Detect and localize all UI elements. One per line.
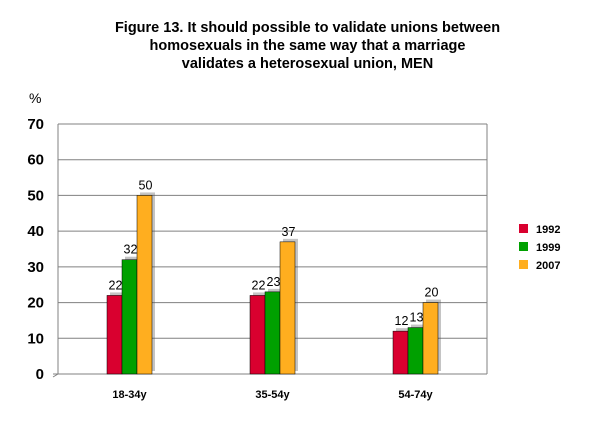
chart-title-line-1: Figure 13. It should possible to validat… bbox=[114, 20, 501, 36]
bar-2007-35-54y bbox=[279, 241, 296, 375]
data-label-1999-18-34y: 32 bbox=[124, 243, 138, 257]
y-tick-label-4: 40 bbox=[27, 223, 44, 240]
x-category-label-0: 18-34y bbox=[112, 389, 147, 401]
legend-swatch-1992 bbox=[519, 224, 528, 233]
legend-swatch-2007 bbox=[519, 260, 528, 269]
data-label-2007-35-54y: 37 bbox=[282, 225, 296, 239]
bar-1992-35-54y bbox=[249, 295, 266, 375]
bar-2007-18-34y bbox=[136, 195, 153, 375]
y-unit-label: % bbox=[29, 90, 41, 106]
legend-swatch-1999 bbox=[519, 242, 528, 251]
bar-2007-54-74y bbox=[422, 302, 439, 375]
y-tick-label-1: 10 bbox=[27, 330, 44, 347]
y-tick-label-7: 70 bbox=[27, 116, 44, 133]
bar-1999-35-54y bbox=[264, 291, 281, 375]
bar-1992-54-74y bbox=[392, 330, 409, 375]
data-label-2007-54-74y: 20 bbox=[425, 286, 439, 300]
y-tick-label-5: 50 bbox=[27, 187, 44, 204]
data-label-1992-18-34y: 22 bbox=[109, 278, 123, 292]
y-tick-label-0: 0 bbox=[36, 366, 44, 383]
legend-label-1992: 1992 bbox=[536, 224, 560, 236]
y-tick-label-6: 60 bbox=[27, 152, 44, 169]
bar-1999-54-74y bbox=[407, 327, 424, 375]
y-tick-label-2: 20 bbox=[27, 295, 44, 312]
data-label-1992-35-54y: 22 bbox=[252, 278, 266, 292]
x-category-label-1: 35-54y bbox=[255, 389, 290, 401]
bar-1992-18-34y bbox=[106, 295, 123, 375]
data-label-1999-35-54y: 23 bbox=[267, 275, 281, 289]
y-tick-label-3: 30 bbox=[27, 259, 44, 276]
chart-title-line-2: homosexuals in the same way that a marri… bbox=[149, 38, 466, 54]
chart-title-line-3: validates a heterosexual union, MEN bbox=[181, 56, 434, 72]
bar-1999-18-34y bbox=[121, 259, 138, 375]
x-category-label-2: 54-74y bbox=[398, 389, 433, 401]
legend-label-2007: 2007 bbox=[536, 260, 560, 272]
data-label-2007-18-34y: 50 bbox=[139, 178, 153, 192]
legend-label-1999: 1999 bbox=[536, 242, 560, 254]
data-label-1999-54-74y: 13 bbox=[410, 311, 424, 325]
floor-edge bbox=[52, 373, 59, 378]
data-label-1992-54-74y: 12 bbox=[395, 314, 409, 328]
